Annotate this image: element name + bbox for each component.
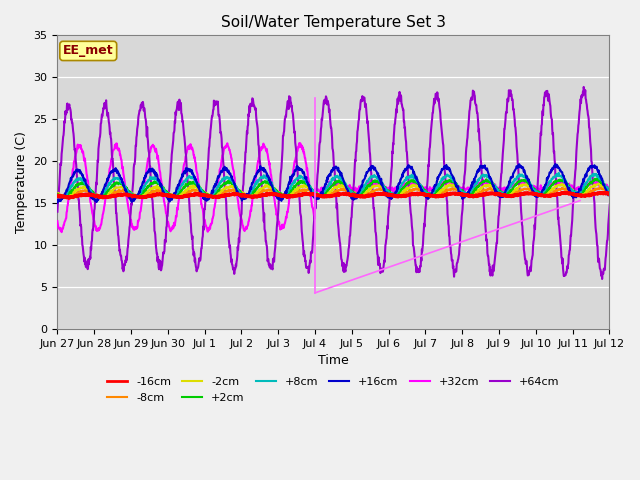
Text: EE_met: EE_met [63, 45, 113, 58]
X-axis label: Time: Time [318, 354, 349, 367]
Title: Soil/Water Temperature Set 3: Soil/Water Temperature Set 3 [221, 15, 446, 30]
Legend: -16cm, -8cm, -2cm, +2cm, +8cm, +16cm, +32cm, +64cm: -16cm, -8cm, -2cm, +2cm, +8cm, +16cm, +3… [103, 372, 564, 407]
Y-axis label: Temperature (C): Temperature (C) [15, 131, 28, 233]
